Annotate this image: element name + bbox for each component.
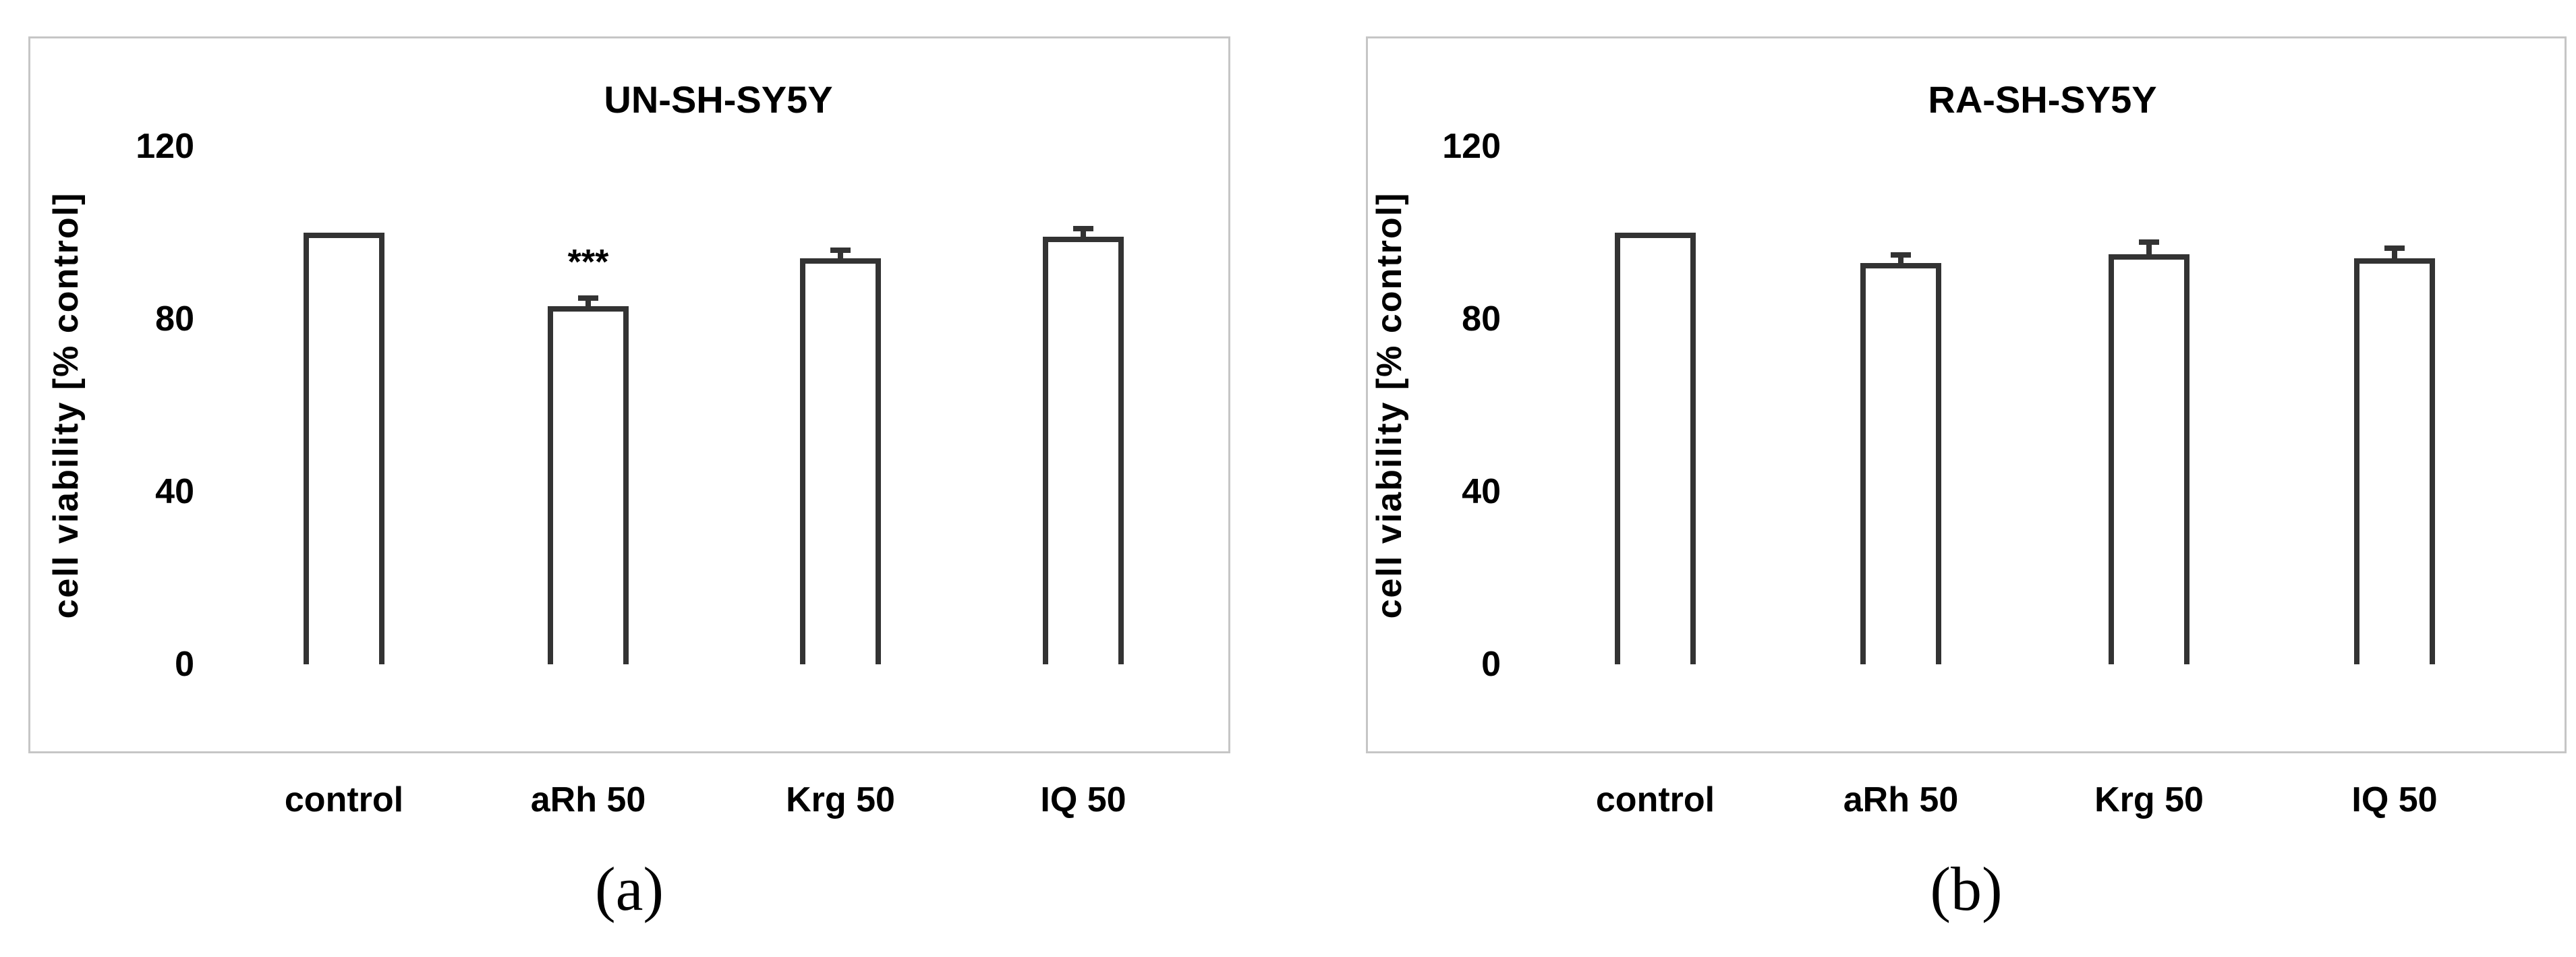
error-bar-stem-IQ 50 xyxy=(1081,231,1086,239)
chart-panel-a: UN-SH-SY5Y cell viability [% control] 12… xyxy=(28,36,1230,819)
error-bar-cap-aRh 50 xyxy=(1891,252,1911,258)
error-bar-cap-aRh 50 xyxy=(578,295,598,301)
y-axis-label-b: cell viability [% control] xyxy=(1370,192,1409,619)
y-tick-label-0: 0 xyxy=(175,645,194,684)
bar-control xyxy=(304,233,384,664)
bar-control xyxy=(1615,233,1696,664)
error-bar-stem-aRh 50 xyxy=(585,300,591,308)
y-axis-line-b xyxy=(1528,146,1535,673)
bar-Krg 50 xyxy=(2109,254,2189,664)
x-category-label-IQ 50: IQ 50 xyxy=(1040,780,1126,819)
y-tick-label-120: 120 xyxy=(1442,127,1501,166)
caption-b: (b) xyxy=(1930,854,2003,923)
y-axis-label-a: cell viability [% control] xyxy=(47,192,86,619)
chart-title-b: RA-SH-SY5Y xyxy=(1928,78,2157,121)
error-bar-stem-Krg 50 xyxy=(838,253,843,260)
x-category-label-aRh 50: aRh 50 xyxy=(530,780,646,819)
error-bar-stem-aRh 50 xyxy=(1898,257,1904,264)
error-bar-cap-IQ 50 xyxy=(1073,226,1093,232)
significance-marker-aRh 50: *** xyxy=(567,242,609,282)
error-bar-cap-IQ 50 xyxy=(2384,245,2405,252)
bar-IQ 50 xyxy=(1043,237,1124,664)
bar-aRh 50 xyxy=(1860,262,1941,664)
y-tick-label-80: 80 xyxy=(1462,299,1501,339)
y-axis-line-a xyxy=(217,146,223,673)
error-bar-stem-IQ 50 xyxy=(2392,251,2397,260)
y-tick-label-40: 40 xyxy=(1462,472,1501,511)
error-bar-cap-Krg 50 xyxy=(2139,239,2159,245)
y-tick-label-80: 80 xyxy=(155,299,194,339)
chart-title-a: UN-SH-SY5Y xyxy=(604,78,833,121)
bar-Krg 50 xyxy=(800,258,881,664)
y-tick-label-120: 120 xyxy=(136,127,194,166)
x-axis-line-b xyxy=(1525,664,2550,673)
bar-IQ 50 xyxy=(2354,258,2435,664)
x-category-label-Krg 50: Krg 50 xyxy=(2094,780,2204,819)
chart-panel-b: RA-SH-SY5Y cell viability [% control] 12… xyxy=(1366,36,2567,819)
x-axis-line-a xyxy=(214,664,1211,673)
x-category-label-control: control xyxy=(284,780,404,819)
bar-aRh 50 xyxy=(548,306,629,664)
error-bar-stem-Krg 50 xyxy=(2146,244,2152,256)
caption-a: (a) xyxy=(594,854,664,923)
x-category-label-control: control xyxy=(1595,780,1715,819)
x-category-label-IQ 50: IQ 50 xyxy=(2351,780,2438,819)
error-bar-cap-Krg 50 xyxy=(830,248,851,254)
x-category-label-Krg 50: Krg 50 xyxy=(786,780,895,819)
y-tick-label-40: 40 xyxy=(155,472,194,511)
y-tick-label-0: 0 xyxy=(1481,645,1501,684)
x-category-label-aRh 50: aRh 50 xyxy=(1843,780,1959,819)
